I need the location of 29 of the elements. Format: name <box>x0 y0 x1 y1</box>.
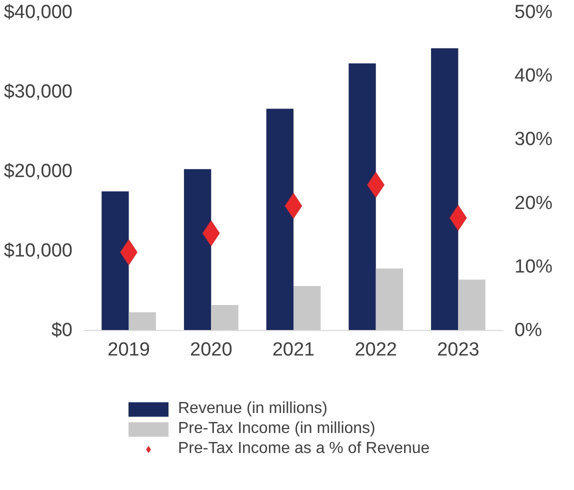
bar <box>102 191 129 330</box>
bar <box>128 312 156 330</box>
bar <box>431 48 458 330</box>
bar <box>376 268 404 330</box>
bar <box>348 63 376 330</box>
y2-tick-label: 0% <box>514 320 542 341</box>
y-tick-label: $0 <box>51 320 73 341</box>
bar <box>211 305 238 330</box>
y2-tick-label: 10% <box>514 256 553 278</box>
y-tick-label: $10,000 <box>4 240 73 262</box>
y2-tick-label: 40% <box>514 66 553 87</box>
y2-tick-label: 30% <box>514 129 553 150</box>
bar <box>294 286 321 330</box>
x-tick-label: 2019 <box>108 340 150 360</box>
x-tick-label: 2020 <box>190 340 232 360</box>
x-tick-label: 2023 <box>437 340 480 360</box>
y2-tick-label: 50% <box>514 2 553 23</box>
y-tick-label: $30,000 <box>4 82 73 102</box>
bar <box>184 169 212 330</box>
x-tick-label: 2022 <box>354 340 397 360</box>
legend-label: Pre-Tax Income as a % of Revenue <box>178 440 430 458</box>
bar <box>458 280 486 330</box>
y2-tick-label: 20% <box>514 192 553 214</box>
x-tick-label: 2021 <box>272 340 315 360</box>
bar <box>266 108 294 330</box>
y-tick-label: $40,000 <box>4 2 73 23</box>
y-tick-label: $20,000 <box>4 161 73 182</box>
legend-label: Pre-Tax Income (in millions) <box>178 420 376 438</box>
legend-label: Revenue (in millions) <box>178 400 328 418</box>
